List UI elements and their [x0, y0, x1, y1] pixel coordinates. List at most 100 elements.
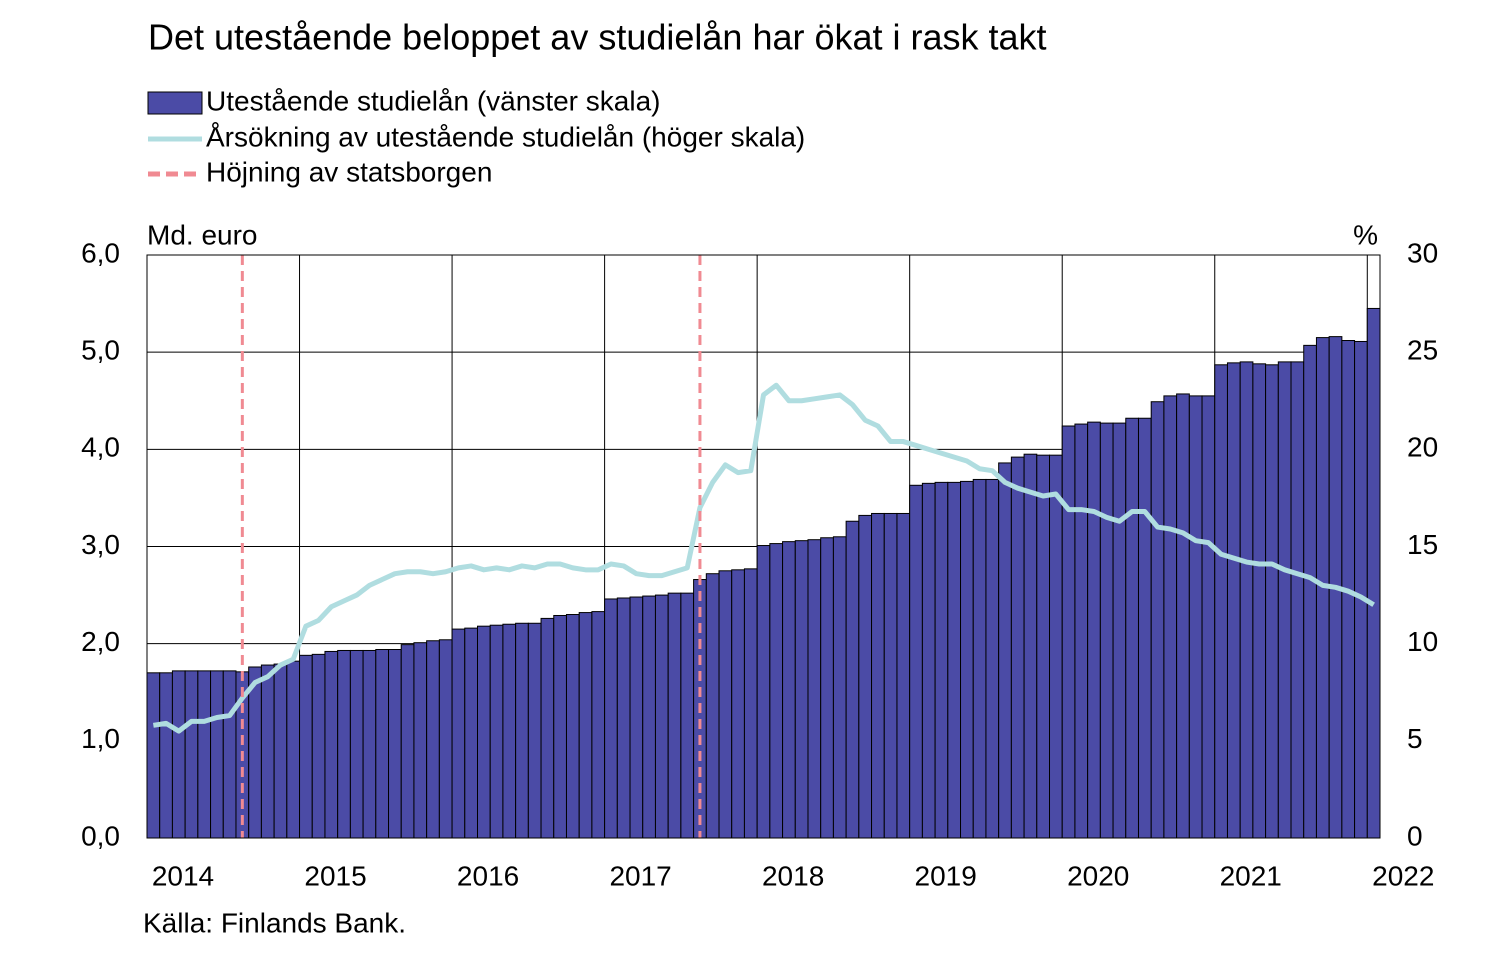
y-tick-label: 1,0	[81, 723, 120, 754]
y2-tick-label: 15	[1407, 529, 1438, 560]
bar	[820, 537, 834, 839]
bar	[464, 627, 478, 839]
bar	[197, 670, 212, 839]
bar	[400, 644, 415, 839]
bar	[1150, 401, 1165, 839]
bar	[1201, 395, 1216, 839]
bar	[604, 598, 618, 839]
bar	[565, 614, 580, 839]
bar	[1354, 340, 1368, 839]
bar	[451, 628, 466, 839]
y-tick-label: 0,0	[81, 820, 120, 851]
bar	[921, 482, 936, 839]
x-tick-label: 2017	[609, 860, 671, 891]
bar	[286, 660, 301, 839]
chart-title: Det utestående beloppet av studielån har…	[148, 17, 1047, 58]
bar	[159, 672, 173, 839]
bar	[947, 481, 962, 839]
bar	[985, 478, 1000, 839]
bar	[680, 592, 695, 839]
y2-tick-label: 25	[1407, 335, 1438, 366]
bar	[1188, 395, 1203, 839]
bar	[782, 541, 796, 839]
bar	[858, 514, 873, 839]
bar	[502, 623, 517, 839]
y2-tick-label: 20	[1407, 432, 1438, 463]
legend-label: Utestående studielån (vänster skala)	[206, 85, 660, 116]
bar	[667, 592, 682, 839]
plot-frame	[146, 254, 1381, 839]
bar	[1061, 425, 1076, 839]
bar	[375, 648, 390, 839]
bar	[1125, 417, 1139, 839]
bar	[146, 672, 161, 839]
bar	[489, 624, 504, 839]
x-tick-label: 2019	[915, 860, 977, 891]
source: Källa: Finlands Bank.	[143, 907, 406, 938]
bar	[731, 569, 745, 839]
y2-tick-label: 5	[1407, 723, 1423, 754]
bar	[311, 653, 326, 839]
bar	[222, 670, 237, 839]
bar	[896, 512, 911, 839]
bar	[654, 594, 669, 839]
bar	[807, 539, 822, 839]
bar	[629, 596, 644, 839]
y-tick-label: 3,0	[81, 529, 120, 560]
bar	[972, 478, 987, 839]
y2-tick-label: 0	[1407, 820, 1423, 851]
bar	[1239, 361, 1254, 839]
bar	[769, 543, 784, 839]
bar	[324, 650, 339, 839]
bar	[1099, 422, 1114, 839]
x-tick-label: 2021	[1220, 860, 1282, 891]
bar	[476, 625, 491, 839]
bar	[273, 663, 288, 839]
bar	[578, 612, 593, 839]
bar	[960, 480, 974, 839]
legend-label: Höjning av statsborgen	[206, 156, 492, 187]
bar	[1277, 361, 1292, 839]
bar	[540, 617, 555, 839]
bar	[1366, 307, 1381, 839]
x-tick-label: 2018	[762, 860, 824, 891]
x-tick-label: 2020	[1067, 860, 1129, 891]
bar	[248, 666, 262, 839]
bar	[1214, 364, 1228, 839]
bar	[337, 649, 351, 839]
y2-axis-label: %	[1353, 219, 1378, 250]
bar	[1074, 423, 1089, 839]
bar	[794, 540, 809, 839]
bar	[883, 512, 898, 839]
bar	[362, 649, 377, 839]
bar	[426, 640, 440, 839]
bar	[260, 664, 275, 839]
bar	[1036, 454, 1051, 839]
bar	[349, 649, 364, 839]
y-axis-label: Md. euro	[147, 219, 258, 250]
bar	[515, 622, 529, 839]
bar	[553, 614, 567, 839]
bar	[1087, 421, 1101, 839]
bar	[1290, 361, 1305, 839]
y-tick-label: 4,0	[81, 432, 120, 463]
bar	[909, 484, 923, 839]
y2-tick-label: 30	[1407, 237, 1438, 268]
bar	[527, 622, 542, 839]
x-tick-label: 2022	[1372, 860, 1434, 891]
legend-label: Årsökning av utestående studielån (höger…	[206, 121, 805, 152]
bar	[184, 670, 199, 839]
bar	[756, 545, 771, 839]
bar	[1023, 453, 1038, 839]
bar	[171, 670, 186, 839]
bar	[413, 642, 428, 839]
bar	[845, 520, 860, 839]
bar	[705, 573, 720, 839]
y-tick-label: 5,0	[81, 335, 120, 366]
bar	[616, 597, 631, 839]
x-tick-label: 2014	[152, 860, 214, 891]
y2-tick-label: 10	[1407, 626, 1438, 657]
line	[152, 382, 1375, 734]
bar	[388, 648, 402, 839]
